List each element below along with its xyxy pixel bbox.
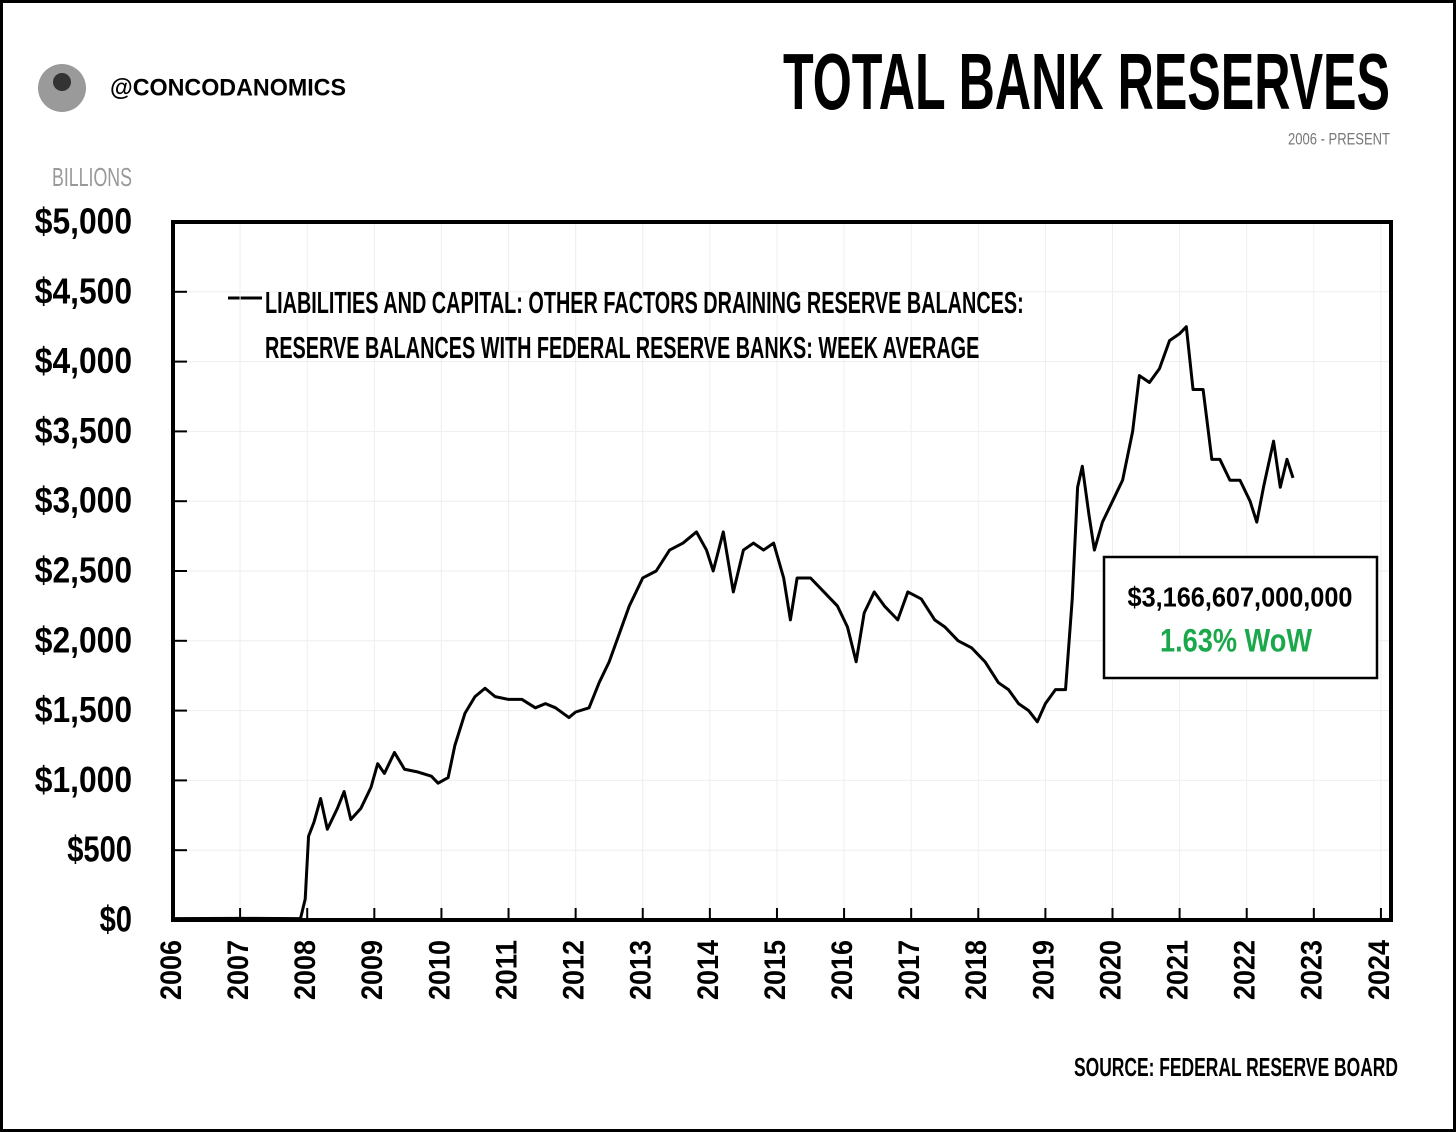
y-tick-label: $1,500 [35, 689, 132, 730]
plot-frame [171, 220, 1393, 922]
y-tick-label: $500 [67, 829, 132, 870]
x-tick-label: 2020 [1094, 940, 1127, 1000]
x-tick-label: 2018 [960, 940, 993, 1000]
line-series [172, 325, 1295, 921]
x-tick-label: 2016 [826, 940, 859, 1000]
handle: @CONCODANOMICS [110, 74, 346, 101]
x-tick-label: 2023 [1296, 940, 1329, 1000]
y-tick-label: $5,000 [35, 201, 132, 242]
y-tick-label: $0 [100, 899, 132, 940]
x-tick-label: 2022 [1229, 940, 1262, 1000]
x-tick-label: 2009 [356, 940, 389, 1000]
x-tick-label: 2008 [289, 940, 322, 1000]
y-tick-label: $3,000 [35, 480, 132, 521]
legend-label: LIABILITIES AND CAPITAL: OTHER FACTORS D… [265, 285, 1024, 365]
chart-title: TOTAL BANK RESERVES [783, 37, 1390, 126]
y-tick-label: $2,500 [35, 550, 132, 591]
avatar-head [53, 73, 71, 91]
annotation-change: 1.63% WoW [1160, 622, 1313, 658]
y-tick-label: $4,500 [35, 270, 132, 311]
x-tick-label: 2011 [490, 940, 523, 1000]
annotation-value: $3,166,607,000,000 [1128, 581, 1353, 612]
y-axis-label: BILLIONS [52, 162, 132, 192]
source: SOURCE: FEDERAL RESERVE BOARD [1074, 1052, 1398, 1082]
y-tick-label: $1,000 [35, 759, 132, 800]
y-tick-label: $3,500 [35, 410, 132, 451]
annotation-box [1102, 555, 1379, 680]
x-tick-label: 2014 [692, 940, 725, 1000]
x-tick-label: 2017 [893, 940, 926, 1000]
y-tick-label: $4,000 [35, 340, 132, 381]
x-tick-label: 2015 [759, 940, 792, 1000]
x-tick-label: 2007 [222, 940, 255, 1000]
x-tick-label: 2012 [558, 940, 591, 1000]
x-tick-label: 2013 [625, 940, 658, 1000]
x-tick-label: 2024 [1363, 940, 1396, 1000]
x-tick-label: 2021 [1162, 940, 1195, 1000]
x-tick-label: 2019 [1027, 940, 1060, 1000]
x-tick-label: 2006 [155, 940, 188, 1000]
y-tick-label: $2,000 [35, 619, 132, 660]
x-tick-label: 2010 [423, 940, 456, 1000]
chart-subtitle: 2006 - PRESENT [1288, 129, 1390, 148]
